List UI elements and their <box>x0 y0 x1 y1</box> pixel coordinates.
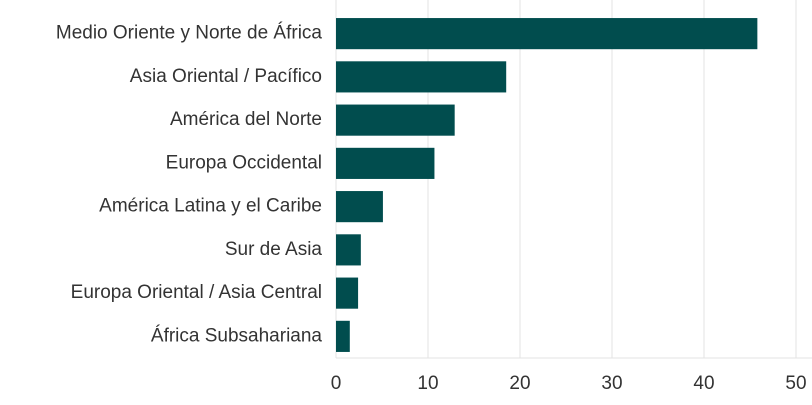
x-tick-label: 40 <box>693 373 714 394</box>
bar <box>336 61 507 93</box>
bar <box>336 277 359 309</box>
x-tick-label: 20 <box>509 373 530 394</box>
x-tick-label: 30 <box>601 373 622 394</box>
bar <box>336 234 361 266</box>
y-tick-label: África Subsahariana <box>151 325 323 346</box>
bar <box>336 104 455 136</box>
x-tick-label: 0 <box>331 373 342 394</box>
bar <box>336 147 435 179</box>
y-tick-label: Asia Oriental / Pacífico <box>130 66 322 87</box>
bar <box>336 320 350 352</box>
x-tick-label: 10 <box>417 373 438 394</box>
y-tick-label: América Latina y el Caribe <box>99 196 322 217</box>
y-tick-label: Sur de Asia <box>225 239 323 260</box>
y-tick-label: Medio Oriente y Norte de África <box>56 23 323 44</box>
x-tick-label: 50 <box>785 373 806 394</box>
bar <box>336 191 383 223</box>
bar <box>336 18 758 50</box>
y-tick-label: América del Norte <box>170 109 322 130</box>
y-tick-label: Europa Occidental <box>166 152 322 173</box>
y-tick-label: Europa Oriental / Asia Central <box>71 282 322 303</box>
